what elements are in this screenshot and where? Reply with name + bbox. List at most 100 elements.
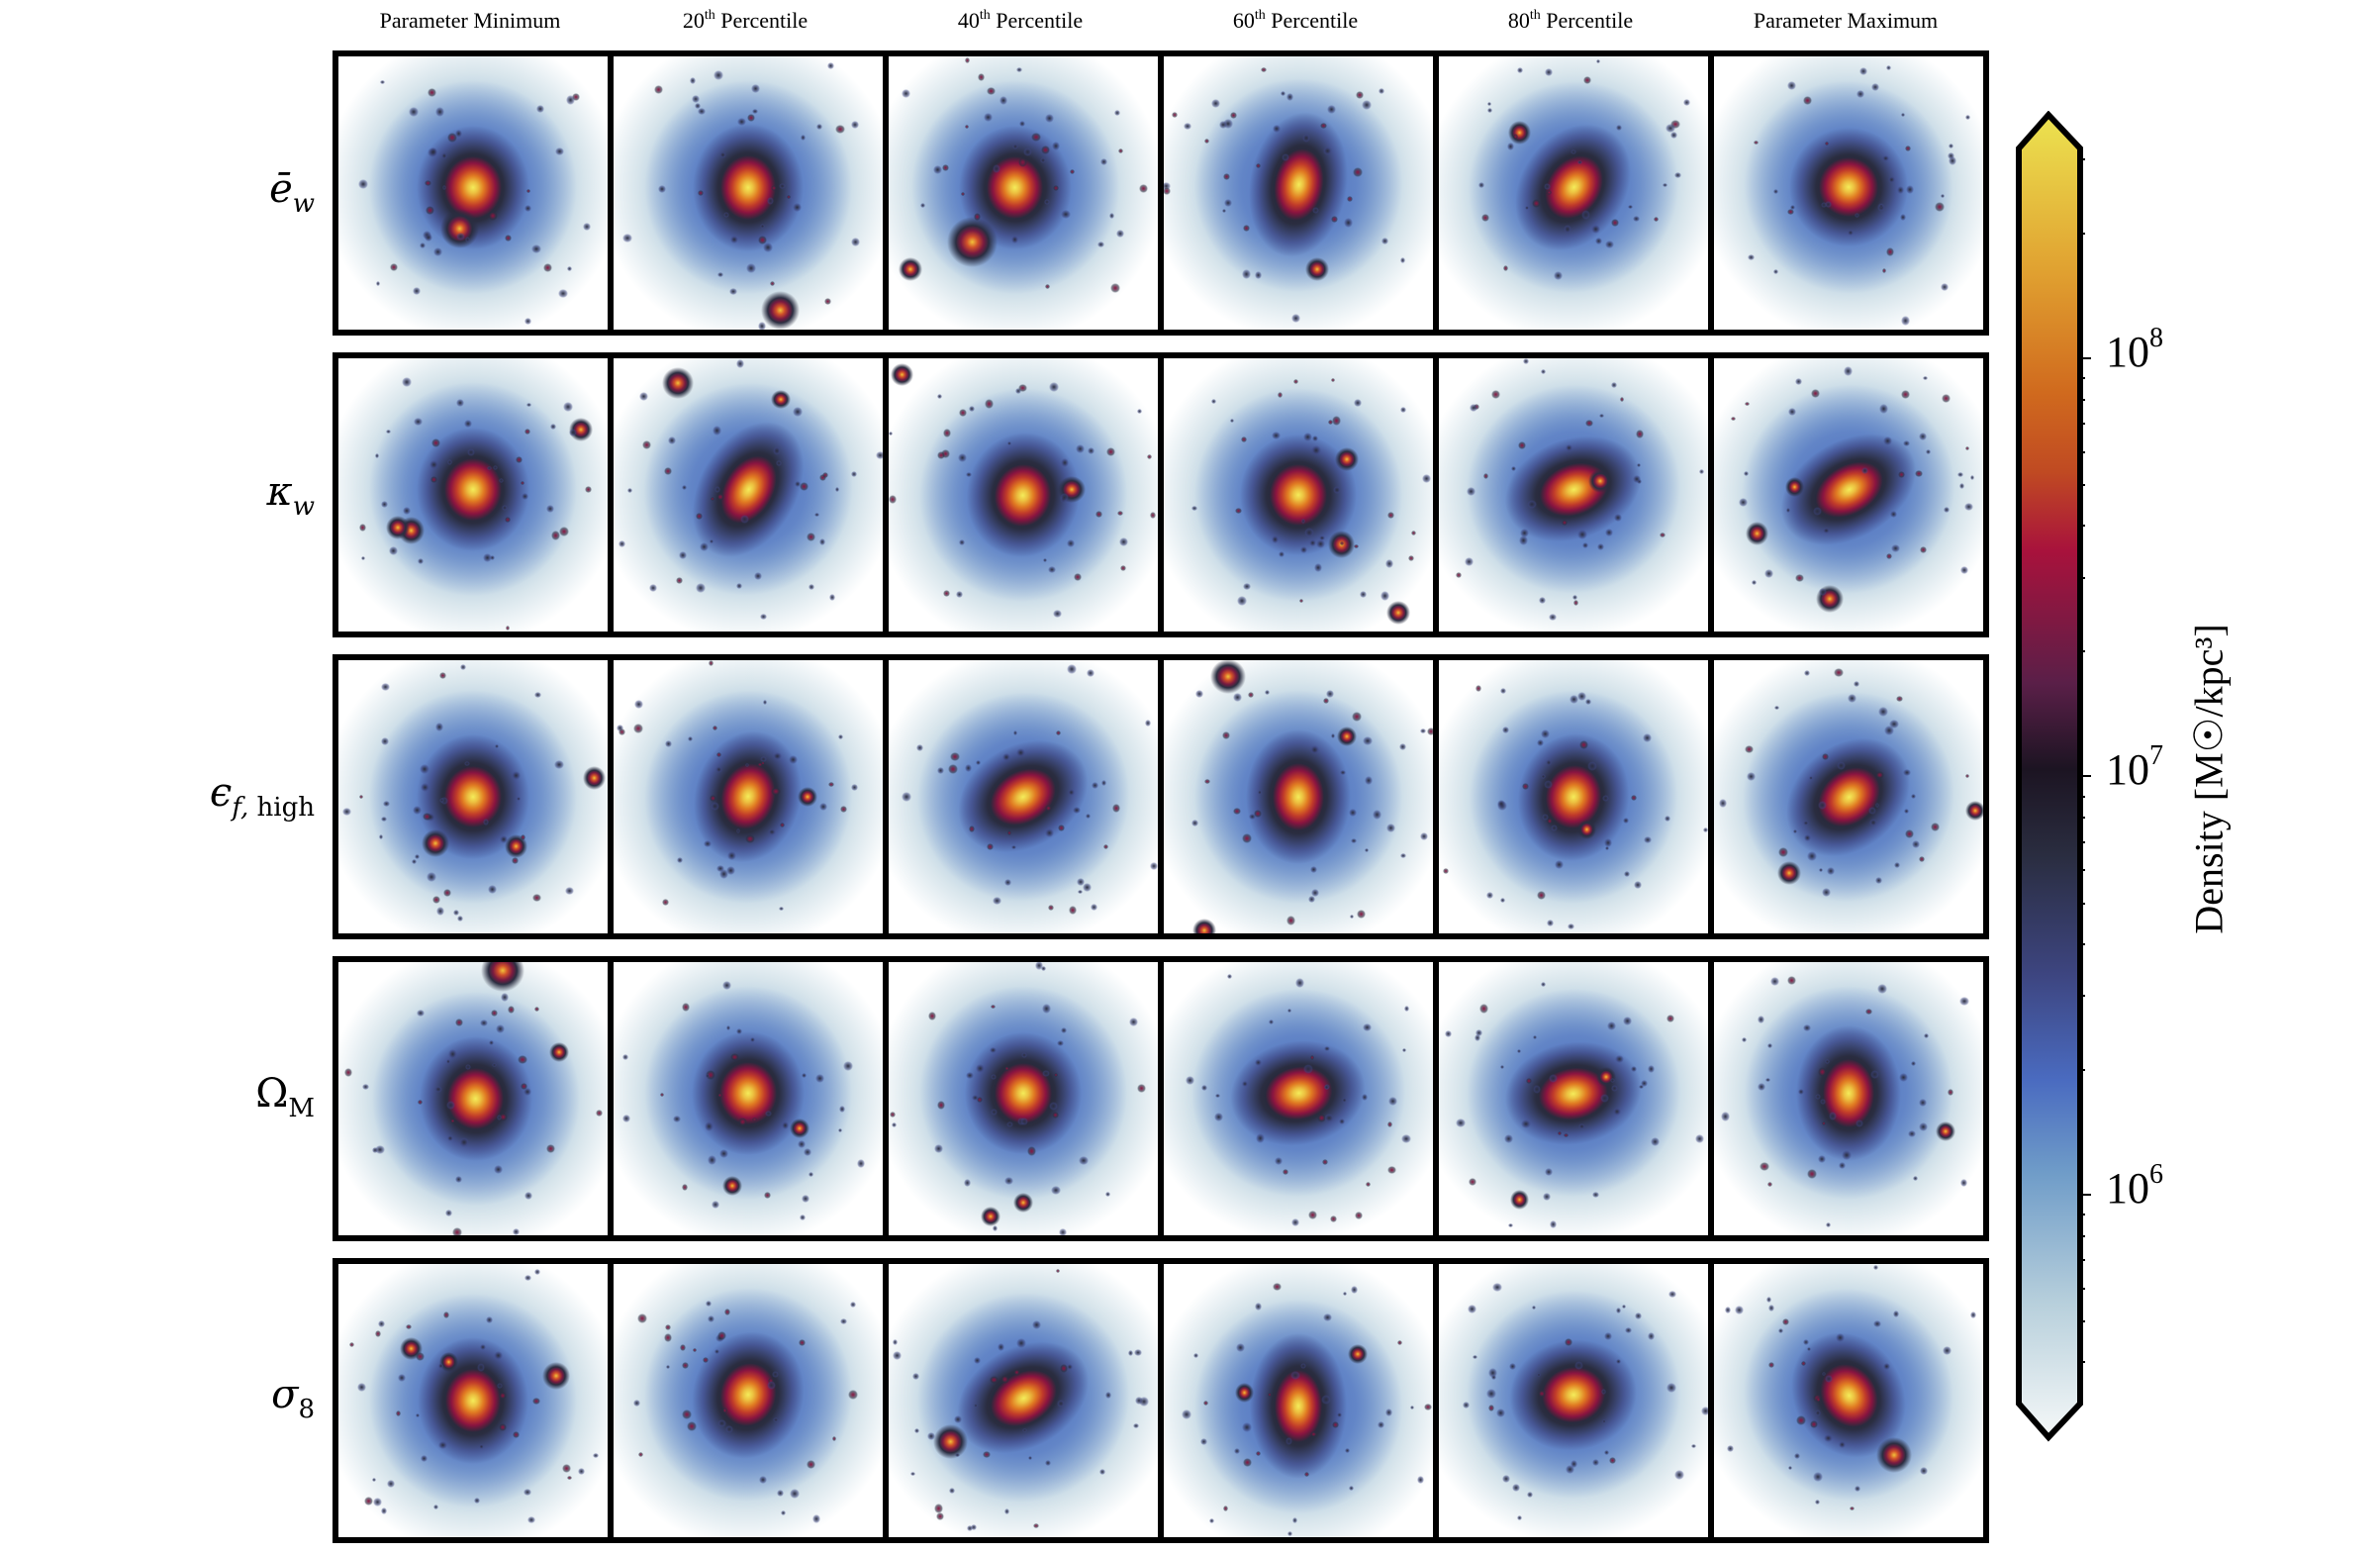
substructure-speck	[763, 1191, 772, 1200]
substructure-speck	[990, 1375, 999, 1385]
substructure-speck	[1630, 1065, 1638, 1073]
substructure-speck	[1328, 419, 1334, 425]
substructure-speck	[1769, 977, 1779, 986]
substructure-speck	[1794, 378, 1802, 386]
substructure-speck	[395, 1410, 402, 1416]
substructure-speck	[936, 1100, 946, 1110]
tick-exponent: 6	[2149, 1159, 2163, 1190]
substructure-speck	[1674, 171, 1681, 179]
colorbar-tick-label-1e7: 107	[2106, 742, 2163, 795]
substructure-speck	[1073, 806, 1081, 815]
substructure-speck	[987, 86, 997, 96]
substructure-speck	[1792, 828, 1798, 834]
substructure-speck	[712, 426, 722, 436]
substructure-speck	[1357, 909, 1367, 919]
substructure-speck	[496, 1382, 503, 1389]
substructure-speck	[716, 752, 722, 758]
substructure-speck	[1873, 1319, 1881, 1328]
substructure-speck	[1585, 699, 1592, 705]
substructure-speck	[889, 431, 894, 437]
substructure-speck	[1456, 1118, 1467, 1128]
substructure-speck	[1264, 690, 1270, 696]
density-map-cell	[608, 956, 889, 1241]
substructure-speck	[1213, 1113, 1223, 1121]
substructure-speck	[524, 1274, 531, 1281]
substructure-speck	[431, 895, 441, 905]
substructure-speck	[838, 1128, 843, 1133]
density-map-cell	[333, 1258, 614, 1543]
substructure-speck	[1474, 1034, 1481, 1041]
substructure-speck	[1098, 1468, 1106, 1475]
substructure-speck	[1807, 851, 1817, 861]
subhalo	[1385, 600, 1410, 625]
substructure-speck	[760, 760, 765, 766]
substructure-speck	[1904, 809, 1909, 814]
substructure-speck	[1290, 314, 1300, 324]
substructure-speck	[1323, 146, 1333, 156]
substructure-speck	[1473, 1354, 1477, 1360]
substructure-speck	[752, 108, 758, 115]
substructure-speck	[1312, 207, 1320, 215]
substructure-speck	[1076, 444, 1085, 453]
substructure-speck	[445, 1059, 451, 1064]
substructure-speck	[1486, 108, 1492, 113]
substructure-speck	[1587, 760, 1598, 771]
substructure-speck	[1637, 462, 1642, 467]
substructure-speck	[1825, 1221, 1831, 1227]
subhalo	[946, 216, 999, 268]
substructure-speck	[618, 728, 626, 736]
substructure-speck	[1666, 1015, 1675, 1022]
substructure-speck	[711, 801, 720, 811]
substructure-speck	[1570, 695, 1579, 704]
substructure-speck	[460, 663, 467, 671]
substructure-speck	[1043, 558, 1048, 563]
substructure-speck	[372, 1147, 379, 1154]
substructure-speck	[735, 828, 741, 833]
halo-dark-shell	[1222, 1029, 1375, 1157]
substructure-speck	[1113, 109, 1120, 116]
substructure-speck	[840, 805, 848, 813]
substructure-speck	[664, 467, 672, 475]
substructure-speck	[433, 1505, 439, 1509]
substructure-speck	[765, 1110, 772, 1118]
substructure-speck	[1006, 830, 1012, 835]
substructure-speck	[1565, 444, 1572, 452]
substructure-speck	[1742, 1036, 1748, 1043]
substructure-speck	[815, 1074, 825, 1084]
substructure-speck	[1486, 892, 1493, 899]
substructure-speck	[456, 398, 464, 407]
substructure-speck	[1365, 847, 1370, 852]
column-header-sup: th	[704, 8, 715, 23]
substructure-speck	[727, 850, 737, 860]
substructure-speck	[710, 497, 714, 502]
substructure-speck	[1255, 1450, 1261, 1456]
substructure-speck	[1577, 159, 1582, 165]
density-map-cell	[608, 50, 889, 336]
substructure-speck	[1006, 441, 1011, 446]
halo-mid	[910, 80, 1119, 295]
halo-outer	[614, 962, 883, 1235]
substructure-speck	[1307, 1210, 1318, 1220]
substructure-speck	[704, 840, 712, 848]
colorbar-minor-tick	[2079, 650, 2085, 652]
substructure-speck	[381, 501, 389, 509]
density-map-cell	[1158, 50, 1439, 336]
colorbar-minor-tick	[2079, 484, 2085, 486]
substructure-speck	[1482, 473, 1489, 480]
substructure-speck	[745, 833, 755, 843]
substructure-speck	[1804, 834, 1811, 841]
substructure-speck	[1965, 115, 1970, 120]
row-label-symbol: ϵ	[209, 770, 233, 816]
substructure-speck	[1199, 1437, 1208, 1446]
column-header-text: 20	[682, 8, 705, 33]
substructure-speck	[567, 1475, 572, 1481]
substructure-speck	[1550, 825, 1558, 832]
substructure-speck	[1419, 728, 1426, 734]
substructure-speck	[1821, 752, 1830, 761]
substructure-speck	[682, 1409, 692, 1419]
substructure-speck	[1254, 1303, 1263, 1312]
substructure-speck	[1285, 1437, 1293, 1446]
substructure-speck	[1748, 253, 1755, 260]
substructure-speck	[490, 1009, 499, 1017]
substructure-speck	[1536, 738, 1545, 747]
